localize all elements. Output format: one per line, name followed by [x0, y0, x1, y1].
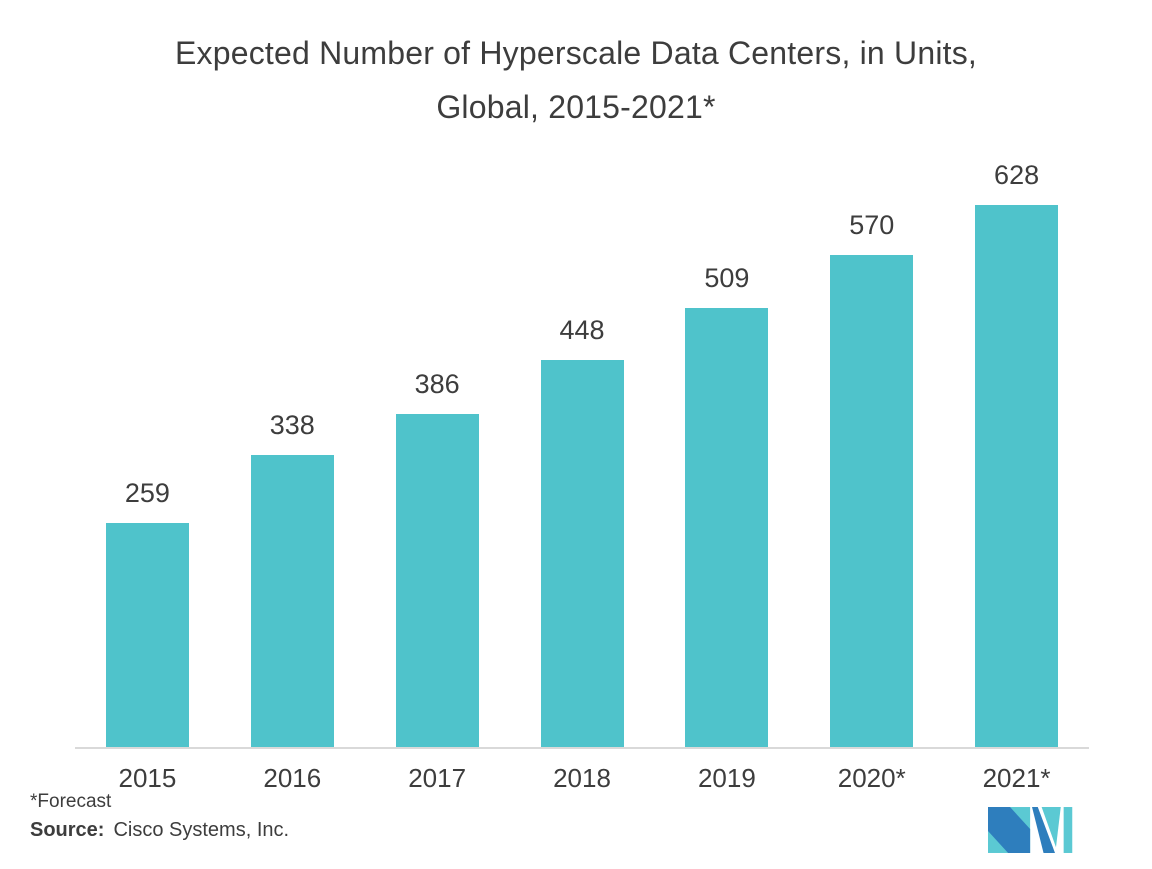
logo-right-triangle: [1041, 807, 1061, 848]
bar-column: 259: [75, 150, 220, 747]
logo-right-diagonal: [1032, 807, 1056, 853]
bar-value-label: 448: [559, 315, 605, 345]
bar-2021*: [975, 205, 1059, 747]
source-label: Source:: [30, 819, 105, 841]
bar-column: 570: [799, 150, 944, 747]
bar-value-label: 259: [124, 478, 170, 508]
bar-column: 386: [365, 150, 510, 747]
x-axis-label: 2015: [118, 763, 177, 793]
bar-column: 338: [220, 150, 365, 747]
source-line: Source: Cisco Systems, Inc.: [30, 819, 289, 842]
bar-2020*: [830, 255, 914, 747]
x-axis-label: 2018: [553, 763, 611, 793]
logo-left-diagonal: [988, 807, 1031, 853]
x-axis-labels: 2015 2016 2017 2018 2019 2020* 2021*: [75, 763, 1089, 794]
source-text: Cisco Systems, Inc.: [113, 819, 290, 841]
bar-value-label: 628: [994, 160, 1040, 190]
bar-column: 509: [654, 150, 799, 747]
x-axis-label: 2020*: [837, 763, 906, 793]
bar-column: 448: [510, 150, 655, 747]
forecast-note: *Forecast: [30, 791, 112, 812]
bar-value-label: 338: [269, 410, 315, 440]
chart-title-line1: Expected Number of Hyperscale Data Cente…: [174, 35, 978, 71]
bar-column: 628: [944, 150, 1089, 747]
bar-2018: [540, 360, 624, 747]
chart-title-line2: Global, 2015-2021*: [436, 89, 716, 125]
bar-value-label: 570: [849, 210, 895, 240]
logo-right-bar: [1063, 807, 1073, 853]
x-axis-label: 2016: [263, 763, 322, 793]
bar-value-label: 509: [704, 263, 750, 293]
bar-2015: [105, 523, 189, 747]
plot-area: 259 338 386 448 509 570 628: [75, 150, 1089, 749]
bar-2017: [395, 414, 479, 747]
bar-value-label: 386: [414, 369, 460, 399]
bar-2019: [685, 308, 769, 747]
bar-2016: [250, 455, 334, 747]
chart-title: Expected Number of Hyperscale Data Cente…: [0, 26, 1152, 134]
x-axis-label: 2019: [697, 763, 756, 793]
mordor-intelligence-logo: [988, 807, 1073, 853]
x-axis-label: 2017: [408, 763, 467, 793]
x-axis-label: 2021*: [982, 763, 1051, 793]
